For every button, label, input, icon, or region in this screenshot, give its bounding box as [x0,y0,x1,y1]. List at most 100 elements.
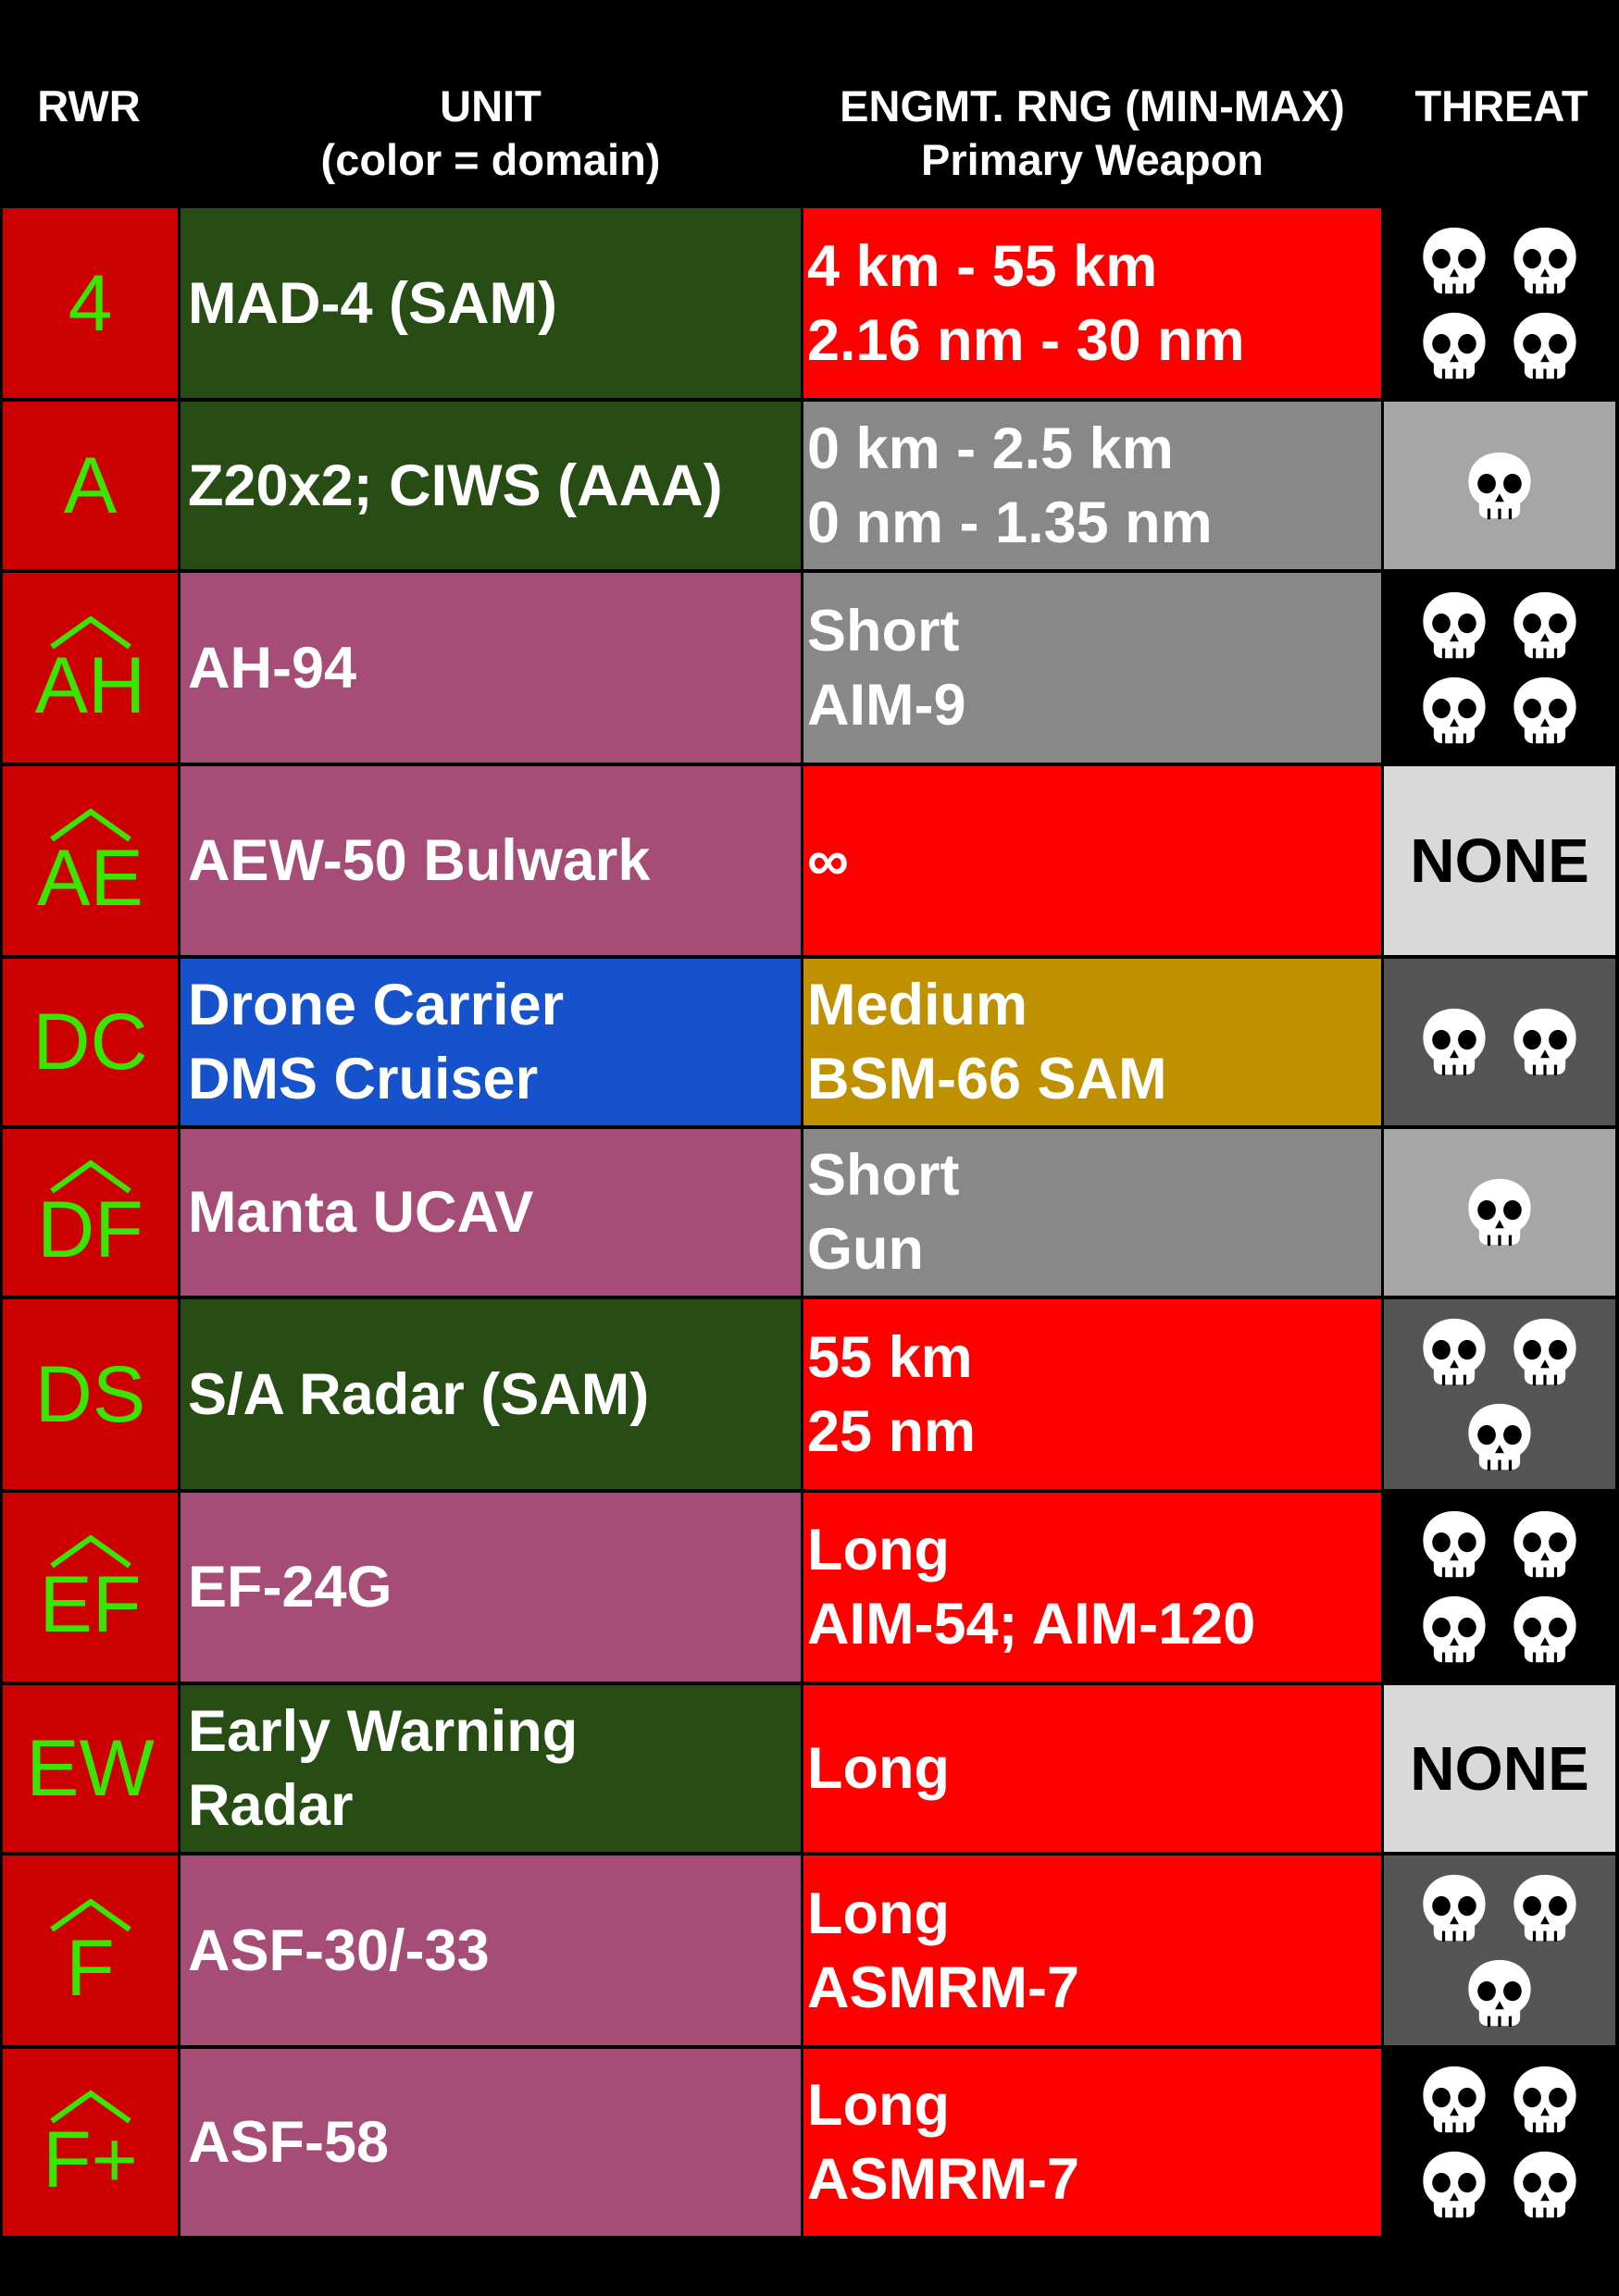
skull-icon [1513,2151,1576,2219]
unit-cell: S/A Radar (SAM) [181,1299,801,1489]
range-cell: 55 km 25 nm [803,1299,1381,1489]
skull-icon [1513,227,1576,294]
range-line: Long [807,2073,950,2138]
unit-cell: MAD-4 (SAM) [181,208,801,398]
skull-icon [1513,2066,1576,2134]
skull-icon [1423,227,1486,294]
air-roof-icon [49,614,131,649]
skull-icon [1423,2066,1486,2134]
unit-cell: Manta UCAV [181,1129,801,1296]
unit-name-line: Z20x2; CIWS (AAA) [188,453,723,518]
range-line: Short [807,598,960,664]
skull-icon [1513,1318,1576,1385]
rwr-symbol: AH [34,640,146,730]
skull-icon [1423,1595,1486,1664]
unit-cell: AH-94 [181,573,801,763]
threat-cell [1384,208,1615,398]
threat-cell [1384,402,1615,569]
range-line: Long [807,1880,950,1946]
threat-cell: NONE [1384,1685,1615,1852]
unit-name-line: S/A Radar (SAM) [188,1361,650,1427]
range-cell: Short Gun [803,1129,1381,1296]
threat-cell [1384,1299,1615,1489]
range-line: 0 nm - 1.35 nm [807,490,1213,555]
rwr-cell: F+ [3,2049,178,2236]
rwr-cell: DC [3,959,178,1125]
range-cell: 0 km - 2.5 km 0 nm - 1.35 nm [803,402,1381,569]
header-range-title: ENGMT. RNG (MIN-MAX) [840,81,1345,130]
skull-icon [1423,2151,1486,2219]
rwr-symbol: AE [37,834,143,923]
unit-name-line: MAD-4 (SAM) [188,270,557,336]
skull-icon [1468,1403,1531,1471]
range-cell: 4 km - 55 km 2.16 nm - 30 nm [803,208,1381,398]
rwr-cell: DS [3,1299,178,1489]
unit-name-line: EF-24G [188,1555,392,1620]
unit-name-line: Manta UCAV [188,1180,534,1245]
rwr-symbol: DS [34,1349,146,1439]
header-range: ENGMT. RNG (MIN-MAX) Primary Weapon [803,80,1381,187]
rwr-symbol: DF [37,1185,143,1274]
air-roof-icon [49,1160,131,1194]
skull-icon [1513,1510,1576,1579]
skull-icon [1513,1008,1576,1076]
range-line: 0 km - 2.5 km [807,416,1174,481]
skull-icon [1423,1874,1486,1942]
air-roof-icon [49,2090,131,2124]
range-line: Short [807,1143,960,1208]
threat-cell [1384,1855,1615,2045]
range-cell: Short AIM-9 [803,573,1381,763]
header-threat-label: THREAT [1414,81,1588,130]
threat-cell [1384,573,1615,763]
skull-icon [1423,1008,1486,1076]
rwr-symbol: EW [26,1724,155,1813]
unit-name-line: ASF-30/-33 [188,1917,490,1983]
threat-none-label: NONE [1410,825,1589,896]
skull-icon [1513,1874,1576,1942]
unit-cell: Z20x2; CIWS (AAA) [181,402,801,569]
rwr-symbol: EF [39,1560,142,1649]
skull-icon [1423,1318,1486,1385]
unit-cell: Drone Carrier DMS Cruiser [181,959,801,1125]
range-cell: ∞ [803,766,1381,955]
unit-name-line: Radar [188,1773,354,1838]
range-line: 2.16 nm - 30 nm [807,307,1245,373]
range-line: Long [807,1736,950,1801]
range-cell: Long [803,1685,1381,1852]
header-unit: UNIT (color = domain) [181,80,801,187]
rwr-cell: AE [3,766,178,955]
rwr-cell: DF [3,1129,178,1296]
unit-name-line: DMS Cruiser [188,1047,539,1111]
range-line: Medium [807,973,1028,1037]
threat-none-label: NONE [1410,1733,1589,1804]
unit-name-line: Drone Carrier [188,973,565,1037]
rwr-cell: EF [3,1493,178,1682]
rwr-symbol: A [63,441,118,530]
rwr-cell: A [3,402,178,569]
header-range-subtitle: Primary Weapon [920,135,1264,184]
rwr-symbol: 4 [68,258,113,348]
range-cell: Long ASMRM-7 [803,1855,1381,2045]
header-threat: THREAT [1384,80,1619,133]
range-cell: Long ASMRM-7 [803,2049,1381,2236]
air-roof-icon [49,1897,131,1931]
unit-cell: AEW-50 Bulwark [181,766,801,955]
unit-name-line: AH-94 [188,635,357,701]
air-roof-icon [49,808,131,842]
range-line: Long [807,1518,950,1582]
range-line: BSM-66 SAM [807,1047,1167,1111]
threat-cell [1384,1493,1615,1682]
range-line: ASMRM-7 [807,2147,1079,2212]
rwr-cell: 4 [3,208,178,398]
threat-cell [1384,959,1615,1125]
header-rwr-label: RWR [37,81,141,130]
skull-icon [1468,1178,1531,1247]
threat-cell [1384,2049,1615,2236]
skull-icon [1468,452,1531,519]
range-line: AIM-9 [807,672,966,738]
range-line: Gun [807,1217,924,1282]
range-cell: Long AIM-54; AIM-120 [803,1493,1381,1682]
skull-icon [1513,591,1576,659]
air-roof-icon [49,1534,131,1569]
unit-cell: ASF-30/-33 [181,1855,801,2045]
